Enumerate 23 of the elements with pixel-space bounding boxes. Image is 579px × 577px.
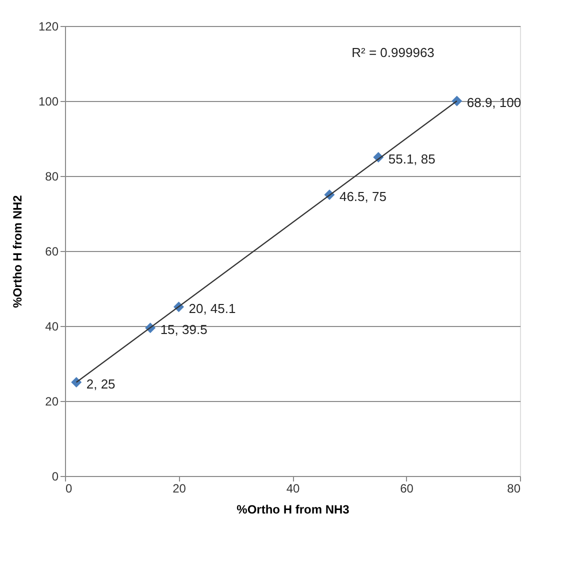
y-tick-label: 60 <box>45 244 59 258</box>
annotation: R² = 0.999963 <box>352 45 434 60</box>
y-tick-label: 0 <box>52 470 59 484</box>
point <box>71 377 82 388</box>
x-axis-title: %Ortho H from NH3 <box>236 502 350 516</box>
data-label: 15, 39.5 <box>160 322 208 337</box>
x-tick-label: 20 <box>172 482 186 496</box>
data-label: 2, 25 <box>86 376 116 392</box>
data-label: 55.1, 85 <box>388 151 436 166</box>
data-label: 46.5, 75 <box>339 188 386 204</box>
y-tick-label: 40 <box>45 320 59 334</box>
data-label: 20, 45.1 <box>188 300 236 316</box>
y-tick-label: 100 <box>38 94 59 108</box>
data-label: 68.9, 100 <box>466 95 522 110</box>
x-tick-label: 80 <box>507 482 521 496</box>
x-tick-label: 0 <box>66 482 72 496</box>
point <box>452 96 462 106</box>
y-tick-label: 80 <box>45 170 59 184</box>
y-tick-label: 20 <box>45 394 59 408</box>
y-axis-title: %Ortho H from NH2 <box>10 194 24 308</box>
x-tick-label: 60 <box>400 482 414 496</box>
x-tick-label: 40 <box>286 482 300 496</box>
y-tick-label: 120 <box>38 20 59 34</box>
